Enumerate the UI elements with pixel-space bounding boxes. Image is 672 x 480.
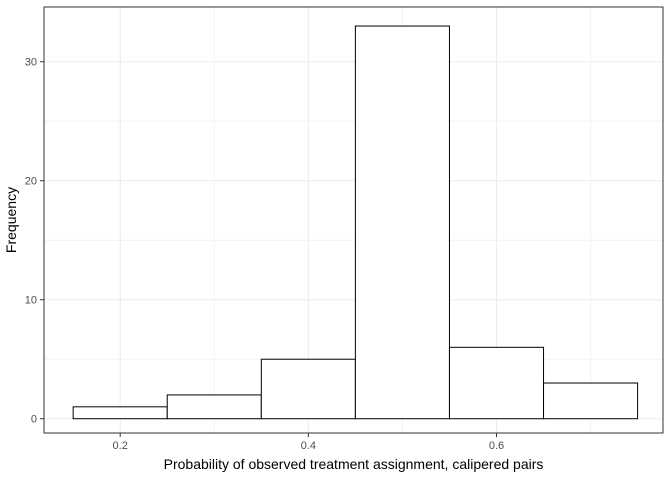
histogram-bar [448, 346, 545, 420]
panel-border [43, 6, 664, 434]
histogram-bar [260, 358, 356, 420]
histogram-bar [543, 382, 639, 420]
x-tick-label: 0.4 [301, 440, 316, 452]
y-tick-label: 20 [25, 176, 37, 188]
histogram-bar [166, 394, 262, 420]
histogram-bar [354, 25, 450, 420]
y-axis-title: Frequency [3, 186, 19, 254]
histogram-bar [72, 406, 168, 420]
y-tick-label: 0 [31, 414, 37, 426]
y-tick-label: 30 [25, 57, 37, 69]
x-axis-title: Probability of observed treatment assign… [163, 456, 544, 472]
x-tick-label: 0.2 [113, 440, 128, 452]
x-tick-label: 0.6 [489, 440, 504, 452]
y-tick-label: 10 [25, 295, 37, 307]
